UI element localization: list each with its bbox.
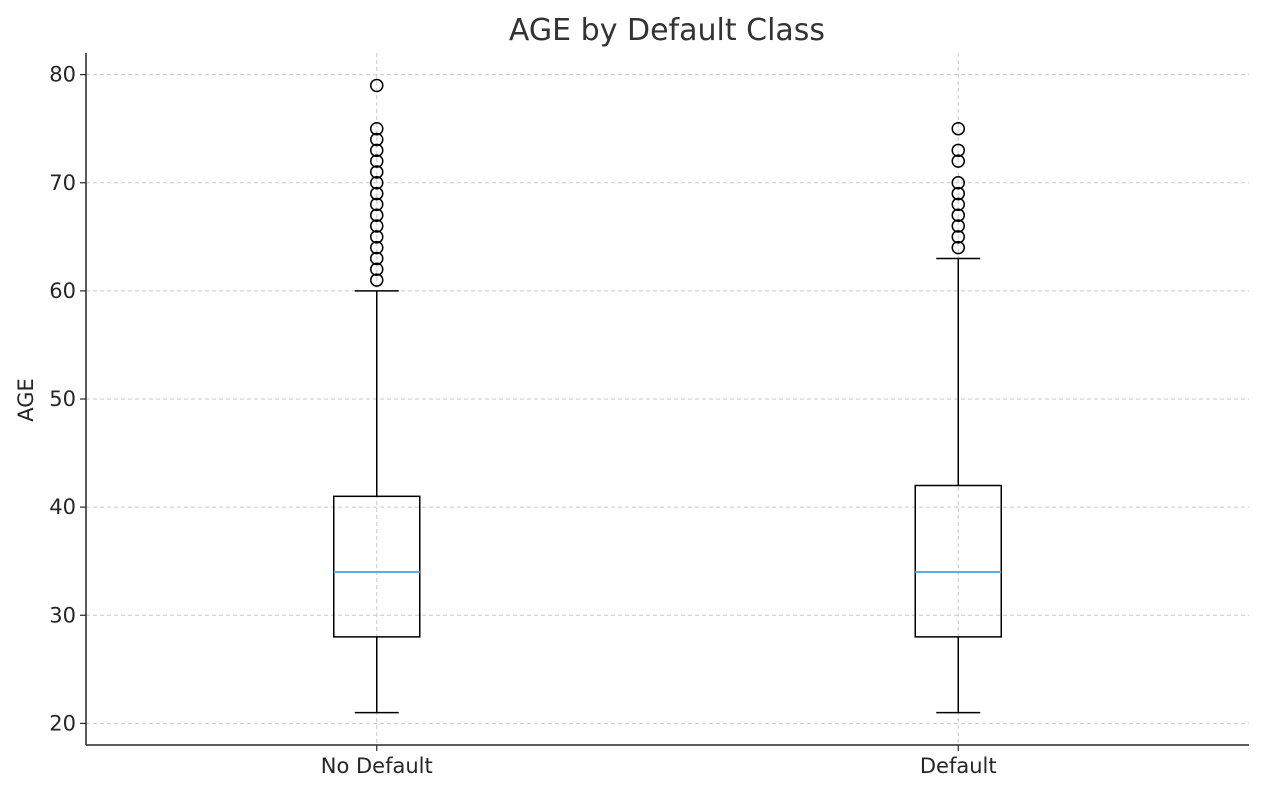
boxes (333, 78, 1002, 714)
outlier-point (370, 262, 384, 276)
outlier-point (370, 121, 384, 136)
outlier-point (370, 240, 384, 255)
outlier-point (951, 208, 965, 222)
chart-title: AGE by Default Class (509, 13, 825, 48)
outlier-point (370, 132, 384, 147)
outlier-point (951, 143, 965, 158)
iqr-box (914, 484, 1002, 638)
y-tick-label: 60 (49, 279, 76, 303)
y-tick-label: 50 (49, 387, 76, 411)
outlier-point (951, 240, 965, 255)
y-tick-label: 80 (49, 63, 76, 87)
x-tick-label: Default (920, 754, 997, 778)
outlier-point (370, 230, 384, 244)
outlier-point (951, 154, 965, 168)
outlier-point (370, 186, 384, 201)
outlier-point (370, 143, 384, 158)
outlier-point (370, 251, 384, 266)
grid-lines (86, 53, 1249, 745)
iqr-box (333, 495, 421, 638)
tick-labels: 20 30 40 50 60 70 80 No Default Default (49, 63, 996, 778)
y-tick-label: 40 (49, 495, 76, 519)
outlier-point (951, 197, 965, 212)
outlier-point (370, 197, 384, 212)
y-axis-label: AGE (14, 378, 38, 422)
y-tick-label: 70 (49, 171, 76, 195)
outlier-point (951, 230, 965, 244)
box-1 (914, 121, 1002, 714)
axes (80, 53, 1249, 751)
outlier-point (370, 273, 384, 287)
outlier-point (951, 121, 965, 136)
outlier-point (370, 154, 384, 168)
outlier-point (951, 219, 965, 233)
outlier-point (370, 208, 384, 222)
y-tick-label: 30 (49, 603, 76, 627)
box-0 (333, 78, 421, 714)
outlier-point (951, 186, 965, 201)
outlier-point (951, 176, 965, 190)
outlier-point (370, 78, 384, 93)
outlier-point (370, 165, 384, 179)
outlier-point (370, 176, 384, 190)
x-tick-label: No Default (321, 754, 433, 778)
y-tick-label: 20 (49, 711, 76, 735)
outlier-point (370, 219, 384, 233)
